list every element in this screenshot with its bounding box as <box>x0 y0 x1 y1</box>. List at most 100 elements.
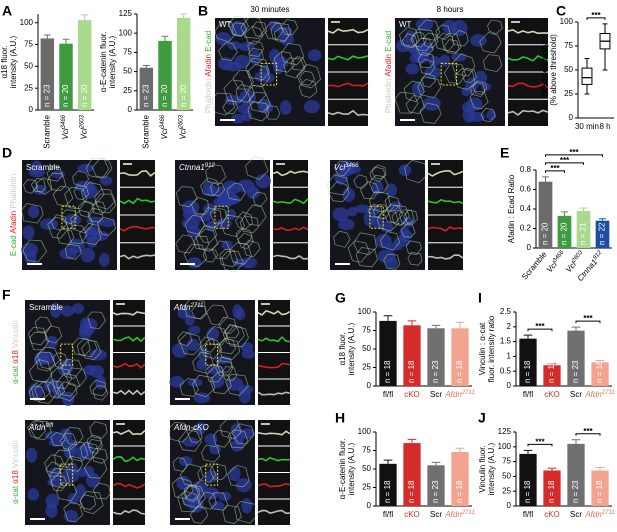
inset-signal <box>272 226 309 232</box>
channel-name: Afadin <box>9 211 18 234</box>
error-bar <box>523 334 533 339</box>
y-tick-label: 2.5 <box>500 307 512 316</box>
y-tick-label: 50 <box>362 464 371 473</box>
y-tick-label: 75 <box>362 446 371 455</box>
error-bar <box>383 315 393 321</box>
bar-label: n = 22 <box>598 222 607 245</box>
roi-box <box>60 463 74 486</box>
bar <box>519 453 537 506</box>
nucleus <box>234 308 246 321</box>
nucleus <box>338 218 355 231</box>
y-axis-label: (% above threshold) <box>549 34 558 106</box>
error-bar <box>523 449 533 454</box>
inset <box>273 187 308 215</box>
bar <box>576 210 591 248</box>
y-tick-label: 125 <box>498 427 512 436</box>
significance-label: *** <box>560 156 570 165</box>
nucleus <box>254 71 270 82</box>
cell-border <box>234 500 259 524</box>
image-label: Afdnfl/fl <box>28 423 54 433</box>
cell-border <box>326 174 350 196</box>
y-tick-label: 100 <box>560 17 574 26</box>
cell-border <box>214 21 237 43</box>
error-bar <box>595 360 605 363</box>
y-axis-label: fluor. intensity ratio <box>487 315 496 382</box>
y-tick-label: 75 <box>564 41 573 50</box>
bar <box>557 215 572 248</box>
y-axis-label: Vinculin fluor. <box>478 445 487 492</box>
gene-name: Vcl <box>160 128 169 139</box>
nucleus <box>60 305 75 317</box>
cell-border <box>59 432 78 451</box>
bar <box>519 338 537 386</box>
nucleus <box>187 378 203 387</box>
nucleus <box>386 242 403 251</box>
image-label: WT <box>219 20 232 29</box>
y-tick-label: 50 <box>502 472 511 481</box>
cell-border <box>225 325 249 348</box>
cell-border <box>379 231 401 251</box>
nucleus <box>424 66 441 79</box>
panel-letter: I <box>478 290 482 306</box>
y-tick-label: 0 <box>569 113 574 122</box>
nucleus <box>215 32 232 46</box>
y-tick-label: 25 <box>24 83 33 92</box>
bar <box>77 20 92 110</box>
panel-letter: A <box>2 3 12 19</box>
y-tick-label: 0 <box>29 105 34 114</box>
cell-border <box>232 69 254 90</box>
y-tick-label: 75 <box>502 457 511 466</box>
cell-border <box>487 19 503 35</box>
panel-letter: C <box>556 3 566 19</box>
cell-border <box>372 204 390 220</box>
cell-border <box>211 92 236 116</box>
cell-border <box>77 200 96 218</box>
cell-border <box>239 215 259 234</box>
gene-name: Afdn <box>173 303 191 312</box>
bar-label: n = 21 <box>579 222 588 245</box>
cell-border <box>200 177 220 197</box>
cell-border <box>30 177 46 193</box>
cell-border <box>283 57 306 79</box>
cell-border <box>219 417 242 440</box>
nucleus <box>80 247 96 263</box>
bar <box>538 181 553 248</box>
cell-border <box>30 420 52 441</box>
cell-border <box>273 27 290 43</box>
cell-border <box>234 211 253 230</box>
significance-bracket <box>545 154 603 157</box>
nucleus <box>405 63 419 75</box>
cell-border <box>192 351 215 374</box>
inset <box>328 99 368 126</box>
panel-letter: H <box>335 410 345 426</box>
image-label: Scramble <box>29 303 63 312</box>
category-label: Scramble <box>520 249 549 281</box>
cell-border <box>175 186 198 208</box>
allele: 3466 <box>345 163 359 169</box>
bar <box>595 220 610 248</box>
category-label: cKO <box>404 510 420 519</box>
inset-signal <box>272 254 309 260</box>
cell-border <box>209 463 228 481</box>
nucleus <box>76 467 88 478</box>
nucleus <box>187 257 202 269</box>
cell-border <box>83 456 108 479</box>
nucleus <box>184 314 195 326</box>
inset <box>258 353 290 379</box>
bar-label: n = 20 <box>560 222 569 245</box>
bar-label: n = 18 <box>595 360 604 383</box>
cell-border <box>80 182 105 206</box>
inset <box>113 326 145 352</box>
nucleus <box>50 302 62 318</box>
y-axis-label: intensity (A.U.) <box>487 442 496 495</box>
cell-border <box>235 84 255 103</box>
inset <box>113 473 145 499</box>
gene-name: Afdn <box>444 390 462 399</box>
cell-border <box>347 240 370 263</box>
nucleus <box>194 422 207 435</box>
cell-border <box>179 463 204 487</box>
nucleus <box>181 217 200 230</box>
bar <box>379 463 397 506</box>
cell-border <box>400 223 416 238</box>
significance-label: *** <box>550 164 560 173</box>
